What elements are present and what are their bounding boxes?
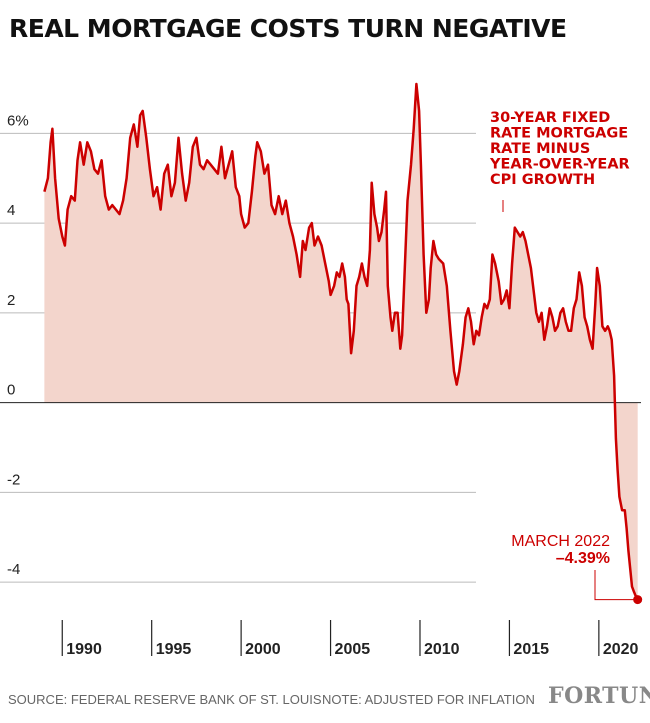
endpoint-leader: [594, 570, 634, 601]
chart-title: REAL MORTGAGE COSTS TURN NEGATIVE: [9, 14, 567, 43]
x-tick-label: 1990: [66, 641, 102, 658]
endpoint-value: –4.39%: [556, 550, 610, 567]
series-label-line: CPI GROWTH: [490, 172, 595, 188]
source-note: SOURCE: FEDERAL RESERVE BANK OF ST. LOUI…: [8, 692, 322, 707]
y-tick-label: 6%: [7, 112, 29, 129]
series-label-line: 30-YEAR FIXED: [490, 110, 610, 126]
y-tick-label: -4: [7, 561, 20, 578]
x-tick-labels: 1990 1995 2000 2005 2010 2015 2020: [61, 620, 639, 658]
x-tick-label: 1995: [156, 641, 192, 658]
series-label-line: RATE MORTGAGE: [490, 126, 628, 142]
x-tick-label: 2000: [245, 641, 281, 658]
y-tick-label: -2: [7, 471, 20, 488]
inflation-note: NOTE: ADJUSTED FOR INFLATION: [322, 692, 535, 707]
area-fill: [44, 84, 638, 600]
brand-logo: FORTUNE: [548, 683, 650, 709]
x-tick-label: 2005: [335, 641, 371, 658]
series-label-line: RATE MINUS: [490, 141, 590, 157]
x-tick-label: 2015: [513, 641, 549, 658]
series-label-line: YEAR-OVER-YEAR: [489, 157, 630, 173]
x-tick-label: 2020: [603, 641, 639, 658]
y-tick-labels: 6% 4 2 0 -2 -4: [7, 112, 29, 578]
x-tick-label: 2010: [424, 641, 460, 658]
y-tick-label: 2: [7, 292, 15, 309]
y-tick-label: 4: [7, 202, 15, 219]
endpoint-dot: [633, 595, 643, 605]
series-line: [43, 82, 639, 601]
endpoint-date: MARCH 2022: [511, 533, 610, 550]
y-tick-label: 0: [7, 382, 15, 399]
